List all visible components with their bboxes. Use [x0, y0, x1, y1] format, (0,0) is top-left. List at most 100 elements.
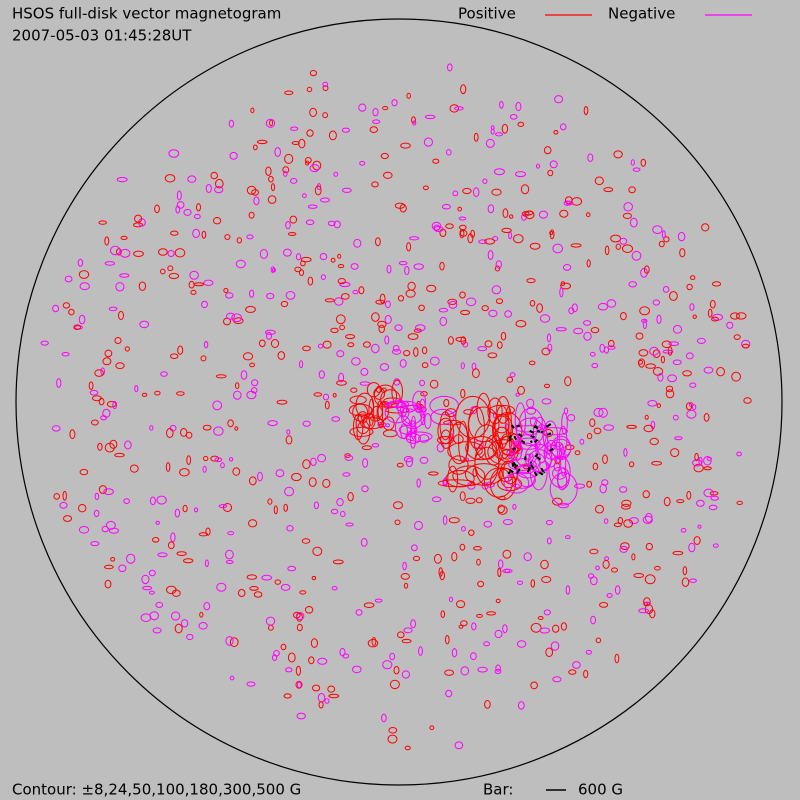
contour [604, 245, 610, 256]
contour [508, 458, 537, 471]
contour [93, 509, 100, 518]
contour [312, 684, 321, 692]
contour [445, 689, 453, 698]
contour [411, 544, 418, 552]
contour [491, 426, 512, 460]
contour [676, 499, 685, 504]
contour [672, 414, 679, 421]
contour [94, 369, 104, 377]
contour [133, 222, 143, 228]
contour [171, 589, 181, 597]
contour [248, 476, 257, 486]
contour [608, 339, 615, 348]
contour [418, 434, 430, 443]
contour [603, 346, 610, 354]
contour [534, 438, 539, 444]
contour [475, 497, 483, 504]
contour [274, 147, 282, 157]
contour [482, 178, 488, 184]
contour [452, 465, 486, 487]
contour [652, 299, 660, 306]
contour [327, 220, 336, 227]
contour [502, 208, 509, 219]
contour [118, 564, 127, 573]
contour [597, 302, 609, 311]
contour [459, 224, 467, 231]
contour [79, 282, 90, 291]
contour [559, 209, 569, 218]
contour [393, 501, 403, 510]
contour [63, 515, 72, 522]
contour [388, 727, 398, 734]
contour [319, 253, 328, 261]
contour [513, 234, 524, 244]
contour [342, 187, 352, 193]
contour [198, 532, 209, 537]
contour [507, 471, 511, 475]
contour [196, 203, 201, 212]
contour [619, 545, 629, 553]
contour [307, 276, 314, 286]
contour [176, 201, 185, 209]
contour [166, 428, 174, 438]
contour [586, 433, 593, 440]
contour [350, 263, 359, 270]
contour [248, 519, 258, 528]
contour [347, 342, 355, 348]
contour [280, 643, 287, 651]
contour [104, 564, 114, 570]
contour [658, 240, 665, 248]
contour [485, 138, 495, 148]
contour [77, 258, 84, 267]
contour [541, 576, 552, 583]
contour [661, 340, 672, 349]
contour [134, 385, 139, 393]
contour [736, 451, 742, 457]
contour [586, 480, 593, 488]
contour [592, 462, 599, 471]
contour [358, 103, 367, 112]
contour [368, 398, 375, 427]
contour [246, 185, 257, 195]
contour [590, 327, 600, 334]
contour [360, 538, 368, 547]
contour [461, 526, 466, 532]
contour [709, 299, 716, 309]
contour [165, 462, 171, 472]
contour [642, 515, 653, 524]
contour [180, 619, 189, 628]
contour [645, 542, 653, 551]
contour [149, 496, 156, 506]
contour [649, 437, 659, 446]
contour [393, 666, 400, 675]
contour [602, 559, 610, 569]
contour [696, 499, 705, 507]
contour [259, 249, 268, 259]
contour [511, 424, 515, 429]
contour [526, 278, 536, 284]
contour [114, 452, 125, 458]
contour [341, 127, 350, 133]
contour [336, 498, 344, 507]
contour [446, 149, 452, 156]
contour [414, 520, 423, 531]
contour [665, 389, 675, 399]
contour [324, 400, 330, 410]
contour [89, 389, 99, 396]
contour [515, 392, 520, 397]
contour [295, 665, 301, 676]
contour [529, 440, 533, 444]
legend-label: Positive [458, 5, 516, 23]
contour [369, 126, 378, 134]
contour [116, 248, 122, 256]
contour [389, 652, 396, 661]
contour [273, 505, 278, 515]
contour [672, 550, 684, 556]
contour [379, 363, 390, 371]
contour [205, 527, 211, 536]
contour [477, 580, 485, 588]
contour [400, 142, 411, 149]
contour [338, 372, 345, 383]
contour [440, 429, 452, 449]
contour [274, 579, 281, 585]
